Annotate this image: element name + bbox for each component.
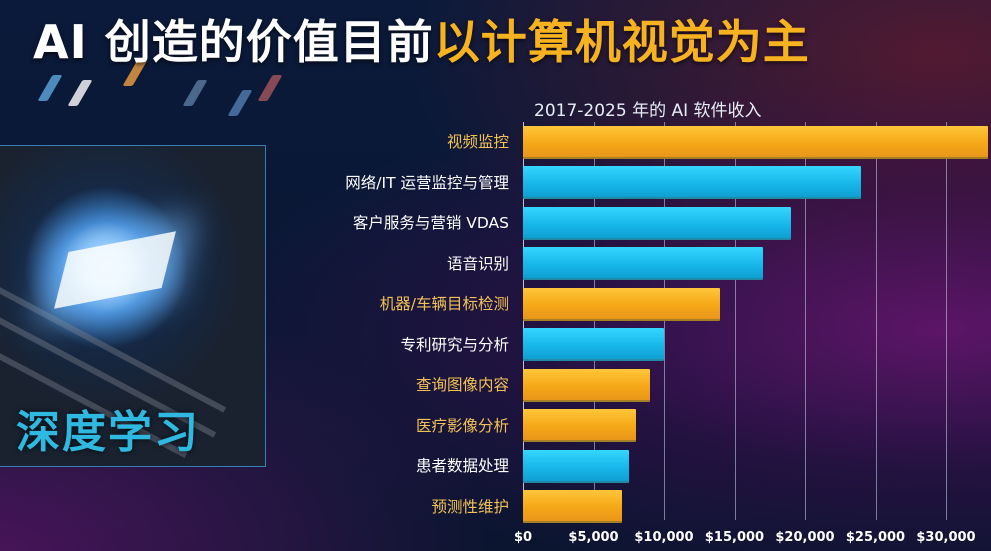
category-label: 语音识别 bbox=[446, 254, 509, 273]
x-tick-label: $10,000 bbox=[634, 530, 694, 545]
bar bbox=[523, 287, 721, 321]
gridline bbox=[593, 122, 595, 520]
gridline bbox=[875, 122, 877, 520]
category-label: 医疗影像分析 bbox=[415, 416, 509, 435]
category-label: 网络/IT 运营监控与管理 bbox=[345, 173, 509, 192]
photo-label: 深度学习 bbox=[16, 407, 200, 458]
bar bbox=[523, 247, 763, 280]
x-tick-label: $15,000 bbox=[704, 530, 765, 545]
category-label: 患者数据处理 bbox=[415, 457, 509, 475]
bar bbox=[523, 206, 791, 240]
bar bbox=[523, 166, 862, 199]
x-tick-label: $20,000 bbox=[775, 530, 835, 545]
gridline bbox=[805, 122, 806, 520]
category-label: 机器/车辆目标检测 bbox=[379, 295, 509, 313]
bar bbox=[523, 449, 629, 483]
x-tick-label: $30,000 bbox=[916, 530, 976, 545]
glowing-chip-icon bbox=[54, 231, 176, 309]
gridline bbox=[664, 122, 665, 520]
category-label: 预测性维护 bbox=[431, 497, 509, 516]
x-tick-label: $5,000 bbox=[568, 530, 619, 545]
x-tick-label: $0 bbox=[513, 530, 533, 545]
page-title: AI 创造的价值目前以计算机视觉为主 bbox=[33, 6, 810, 72]
gridline bbox=[523, 122, 524, 520]
title-white-part: AI 创造的价值目前 bbox=[33, 15, 434, 69]
gridline bbox=[946, 122, 947, 520]
category-label: 专利研究与分析 bbox=[400, 335, 509, 354]
category-label: 查询图像内容 bbox=[415, 376, 509, 394]
bar bbox=[523, 409, 636, 442]
gridline bbox=[734, 122, 736, 520]
bar bbox=[523, 125, 989, 159]
x-tick-label: $25,000 bbox=[845, 530, 906, 545]
bar-chart-plot bbox=[523, 122, 991, 523]
bar bbox=[523, 368, 650, 402]
category-label: 客户服务与营销 VDAS bbox=[352, 214, 509, 232]
category-label: 视频监控 bbox=[446, 133, 509, 151]
bar bbox=[523, 328, 664, 361]
title-yellow-part: 以计算机视觉为主 bbox=[433, 15, 810, 69]
chart-title: 2017-2025 年的 AI 软件收入 bbox=[534, 101, 762, 121]
deep-learning-chip-image: 深度学习 bbox=[0, 145, 266, 467]
bar bbox=[523, 490, 622, 523]
